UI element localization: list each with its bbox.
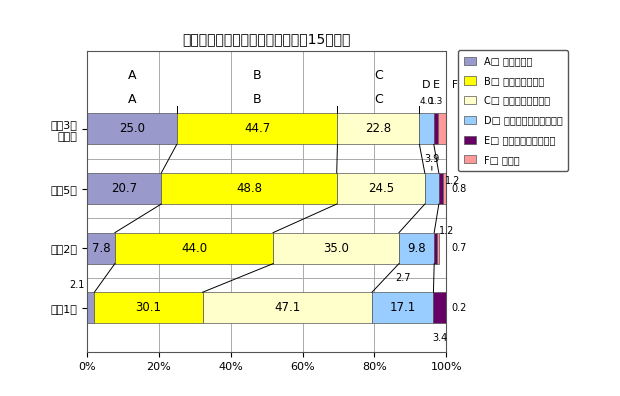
Text: C: C xyxy=(374,69,383,82)
Bar xyxy=(94,292,203,323)
Bar xyxy=(87,233,115,264)
Bar xyxy=(115,233,273,264)
Bar xyxy=(87,173,161,204)
Legend: A□ よくわかる, B□ だいたいわかる, C□ 半分くらいわかる, D□ わからないことが多い, E□ ほとんどわからない, F□ 無回答: A□ よくわかる, B□ だいたいわかる, C□ 半分くらいわかる, D□ わか… xyxy=(458,50,569,171)
Text: D: D xyxy=(422,80,431,90)
Bar xyxy=(87,292,94,323)
Text: B: B xyxy=(253,69,262,82)
Text: 1.2: 1.2 xyxy=(445,176,460,187)
Text: 20.7: 20.7 xyxy=(111,182,137,195)
Bar xyxy=(419,114,434,145)
Text: 44.0: 44.0 xyxy=(181,242,207,255)
Text: 3.4: 3.4 xyxy=(432,333,447,343)
Text: 2.7: 2.7 xyxy=(395,273,410,283)
Text: C: C xyxy=(374,93,383,106)
Text: 9.8: 9.8 xyxy=(407,242,426,255)
Text: 0.7: 0.7 xyxy=(452,243,467,253)
Bar xyxy=(161,173,337,204)
Text: 48.8: 48.8 xyxy=(236,182,262,195)
Bar xyxy=(439,173,443,204)
Text: 35.0: 35.0 xyxy=(323,242,349,255)
Bar xyxy=(337,173,425,204)
Text: 1.2: 1.2 xyxy=(439,227,454,236)
Text: 0.2: 0.2 xyxy=(452,303,467,313)
Text: 17.1: 17.1 xyxy=(389,301,416,314)
Text: 1.3: 1.3 xyxy=(429,97,443,106)
Bar xyxy=(436,233,439,264)
Bar xyxy=(434,233,436,264)
Bar xyxy=(87,114,177,145)
Bar xyxy=(433,292,446,323)
Text: 25.0: 25.0 xyxy=(119,122,144,135)
Bar xyxy=(425,173,439,204)
Bar xyxy=(177,114,337,145)
Text: 2.1: 2.1 xyxy=(69,280,85,290)
Text: 4.0: 4.0 xyxy=(420,97,434,106)
Text: 24.5: 24.5 xyxy=(368,182,394,195)
Bar xyxy=(434,114,438,145)
Text: A: A xyxy=(128,93,136,106)
Text: B: B xyxy=(253,93,262,106)
Text: 3.9: 3.9 xyxy=(424,154,440,164)
Bar xyxy=(273,233,399,264)
Text: 30.1: 30.1 xyxy=(136,301,161,314)
Text: 22.8: 22.8 xyxy=(365,122,391,135)
Title: 学年別学校の授業の理解度（平成15年度）: 学年別学校の授業の理解度（平成15年度） xyxy=(182,32,351,46)
Bar xyxy=(372,292,433,323)
Text: 47.1: 47.1 xyxy=(274,301,301,314)
Bar xyxy=(443,173,446,204)
Text: 44.7: 44.7 xyxy=(244,122,270,135)
Text: 0.8: 0.8 xyxy=(452,184,467,194)
Bar xyxy=(337,114,419,145)
Bar xyxy=(203,292,372,323)
Text: F 2.2: F 2.2 xyxy=(452,80,477,90)
Text: 7.8: 7.8 xyxy=(92,242,110,255)
Bar xyxy=(438,114,446,145)
Text: A: A xyxy=(128,69,136,82)
Text: E: E xyxy=(433,80,440,90)
Bar xyxy=(399,233,434,264)
